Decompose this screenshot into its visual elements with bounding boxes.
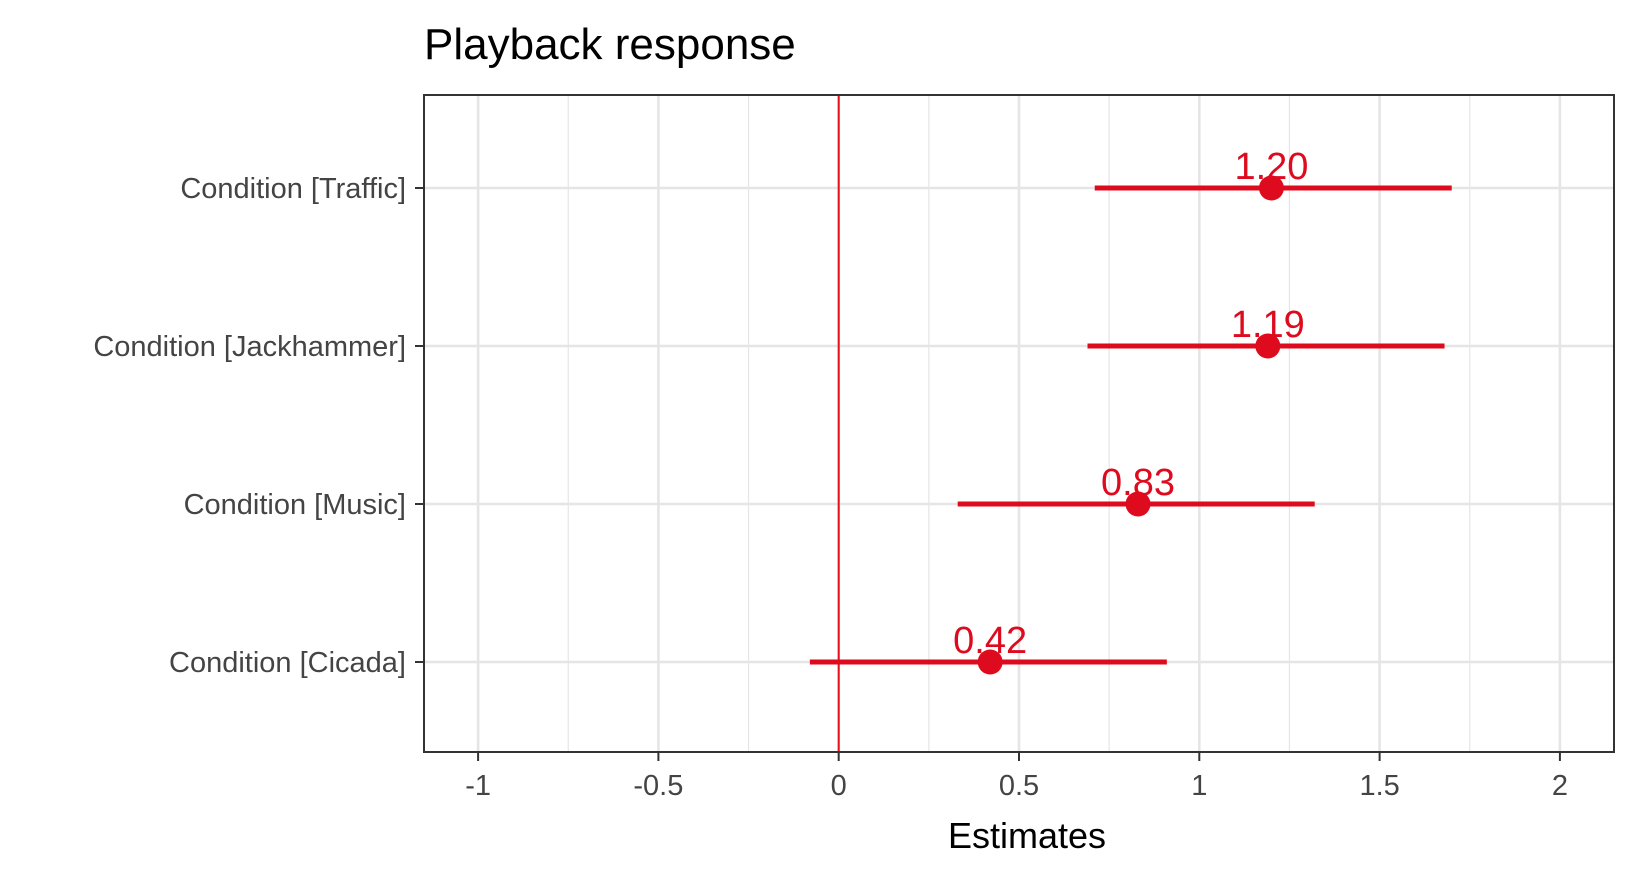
estimate-label: 0.42 xyxy=(953,620,1027,662)
y-axis: Condition [Traffic] Condition [Jackhammer… xyxy=(93,173,424,679)
x-tick-label: 2 xyxy=(1552,770,1568,802)
y-tick-label: Condition [Traffic] xyxy=(180,173,406,205)
y-tick-label: Condition [Music] xyxy=(184,489,406,521)
estimate-marks: 1.20 1.19 0.83 0.42 xyxy=(809,146,1452,675)
estimate-point xyxy=(1258,175,1284,201)
estimate-point xyxy=(977,649,1003,675)
y-tick-label: Condition [Jackhammer] xyxy=(93,331,406,363)
x-tick-label: -0.5 xyxy=(633,770,683,802)
y-tick-label: Condition [Cicada] xyxy=(169,647,406,679)
estimate-label: 0.83 xyxy=(1101,462,1175,504)
x-tick-label: 0.5 xyxy=(999,770,1039,802)
x-axis-label: Estimates xyxy=(948,815,1106,856)
x-tick-label: 1.5 xyxy=(1359,770,1399,802)
chart-title: Playback response xyxy=(424,20,796,69)
estimate-point xyxy=(1125,491,1151,517)
x-axis: -1 -0.5 0 0.5 1 1.5 2 xyxy=(465,752,1568,802)
x-tick-label: 1 xyxy=(1191,770,1207,802)
estimate-point xyxy=(1255,333,1281,359)
x-tick-label: 0 xyxy=(831,770,847,802)
estimate-label: 1.19 xyxy=(1231,304,1305,346)
estimate-label: 1.20 xyxy=(1234,146,1308,188)
minor-gridlines xyxy=(567,95,1471,752)
x-tick-label: -1 xyxy=(465,770,491,802)
